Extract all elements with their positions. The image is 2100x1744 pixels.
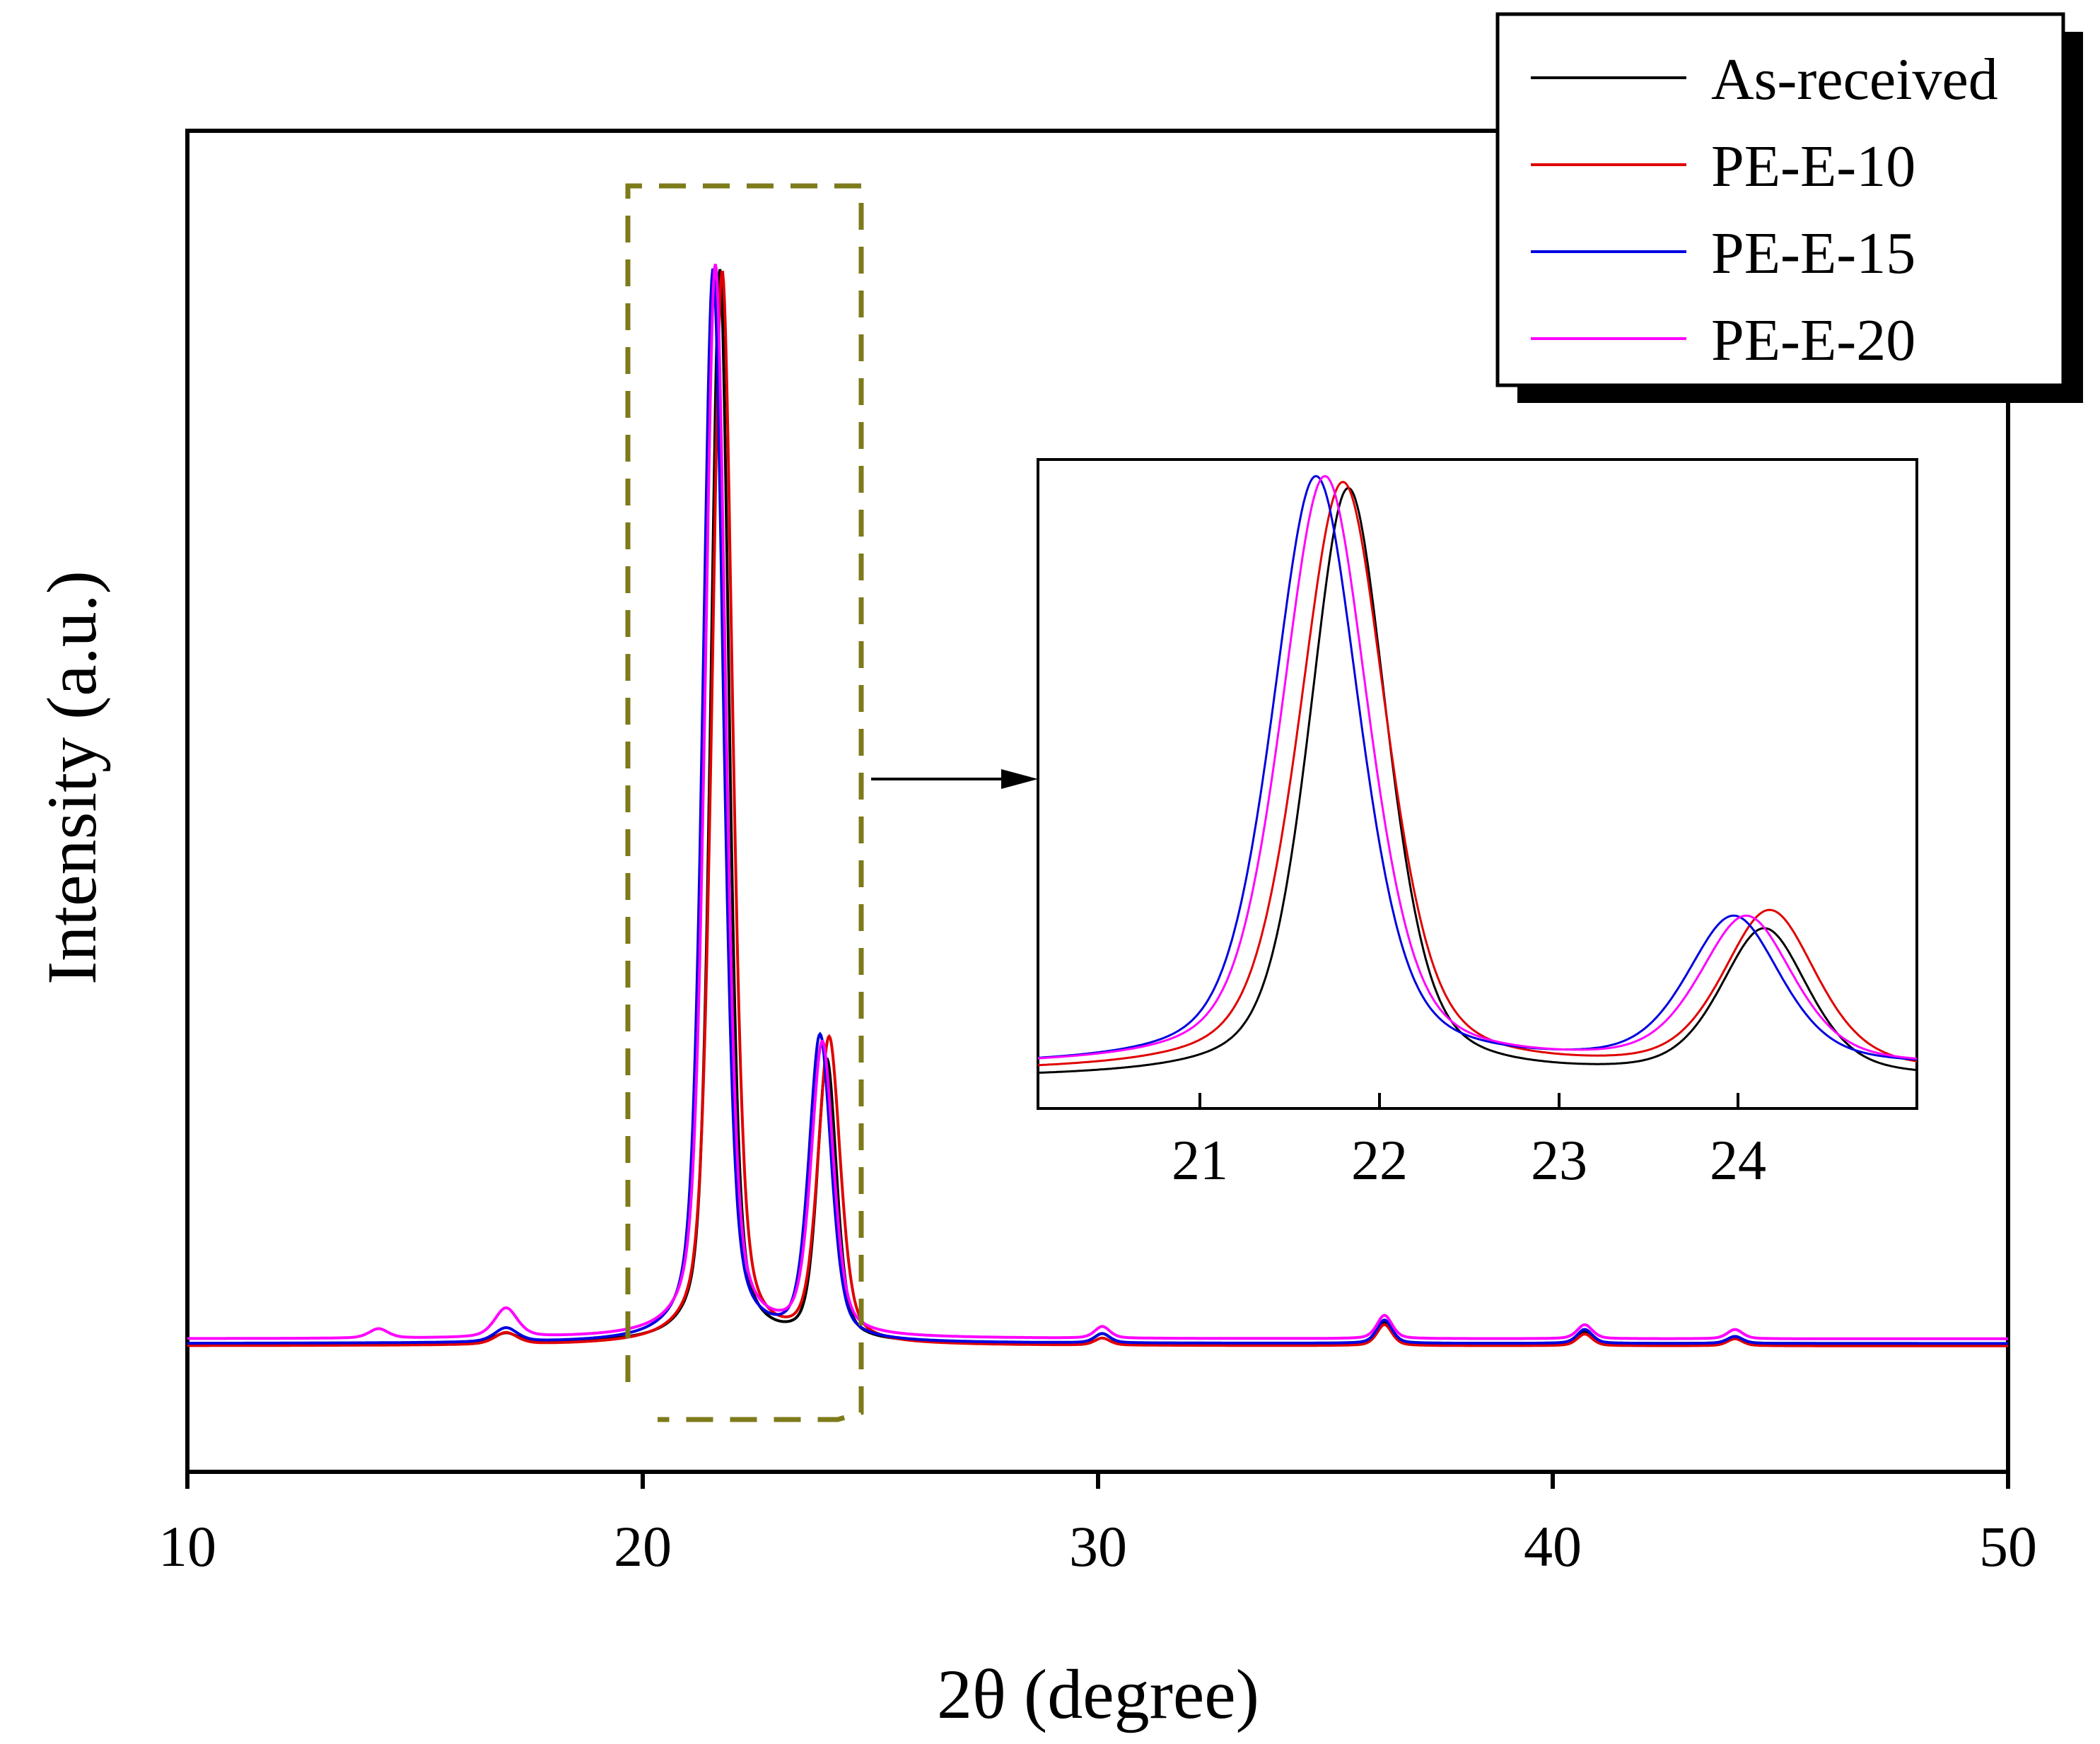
- inset-series-group: [1037, 474, 1918, 1074]
- legend: As-received PE-E-10 PE-E-15 PE-E-20: [1495, 12, 2083, 403]
- inset-series-line-pe-e-20: [1037, 474, 1918, 1060]
- x-tick-label-10: 10: [158, 1514, 216, 1579]
- x-tick-label-20: 20: [614, 1514, 672, 1579]
- x-tick-label-30: 30: [1069, 1514, 1127, 1579]
- inset-series-line-pe-e-10: [1037, 481, 1918, 1067]
- legend-label-pe-e-15: PE-E-15: [1711, 221, 1915, 286]
- inset-x-ticks: [1198, 1093, 1739, 1108]
- x-tick-label-50: 50: [1979, 1514, 2037, 1579]
- series-line-pe-e-15: [187, 268, 2008, 1345]
- inset-x-tick-labels: 21 22 23 24: [1172, 1130, 1766, 1192]
- inset-x-tick-label-23: 23: [1531, 1130, 1587, 1192]
- legend-label-pe-e-10: PE-E-10: [1711, 134, 1915, 199]
- legend-label-as-received: As-received: [1711, 47, 1998, 112]
- inset-x-tick-label-22: 22: [1351, 1130, 1408, 1192]
- main-series-group: [187, 264, 2008, 1347]
- x-axis-title: 2θ (degree): [937, 1655, 1259, 1733]
- legend-box: [1495, 12, 2065, 387]
- legend-label-pe-e-20: PE-E-20: [1711, 308, 1915, 373]
- y-axis-title: Intensity (a.u.): [33, 570, 111, 985]
- inset-plot-frame: [1037, 458, 1918, 1110]
- zoom-arrow-head: [1001, 769, 1038, 789]
- inset-x-tick-label-24: 24: [1710, 1130, 1766, 1192]
- main-x-ticks: [185, 1472, 2010, 1489]
- inset-x-tick-label-21: 21: [1172, 1130, 1228, 1192]
- main-x-tick-labels: 10 20 30 40 50: [158, 1514, 2037, 1579]
- inset-series-line-as-received: [1037, 486, 1918, 1074]
- zoom-region-box: [625, 183, 864, 1422]
- series-line-pe-e-10: [187, 270, 2008, 1347]
- inset-series-line-pe-e-15: [1037, 474, 1918, 1061]
- x-tick-label-40: 40: [1524, 1514, 1582, 1579]
- series-line-pe-e-20: [187, 264, 2008, 1340]
